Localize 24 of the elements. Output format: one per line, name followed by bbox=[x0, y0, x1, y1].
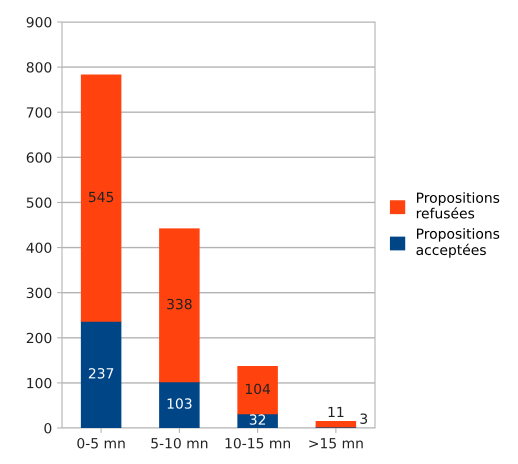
y-tick-label: 500 bbox=[26, 197, 52, 208]
data-label: 3 bbox=[360, 413, 368, 424]
data-label: 11 bbox=[328, 406, 344, 417]
y-tick-label: 800 bbox=[26, 62, 52, 73]
y-tick-label: 300 bbox=[26, 288, 52, 298]
y-tick-label: 100 bbox=[27, 378, 52, 388]
data-label: 104 bbox=[246, 384, 270, 394]
legend-label: Propositions acceptées bbox=[416, 228, 500, 258]
data-label: 338 bbox=[167, 298, 192, 310]
x-tick-label: 0-5 mn bbox=[77, 438, 125, 448]
y-tick-label: 700 bbox=[26, 107, 52, 118]
x-tick-label: 5-10 mn bbox=[151, 438, 208, 448]
data-label: 103 bbox=[168, 398, 192, 409]
data-label: 545 bbox=[88, 192, 114, 202]
y-tick-label: 400 bbox=[26, 242, 52, 254]
y-tick-label: 200 bbox=[26, 332, 52, 344]
y-tick-label: 0 bbox=[44, 422, 52, 434]
x-tick-label: >15 mn bbox=[309, 438, 363, 448]
x-tick-label: 10-15 mn bbox=[226, 438, 290, 448]
data-label: 237 bbox=[88, 368, 114, 379]
y-tick-label: 600 bbox=[26, 152, 52, 163]
y-tick-label: 900 bbox=[26, 16, 52, 28]
legend-label: Propositions refusées bbox=[416, 192, 500, 219]
data-label: 32 bbox=[250, 414, 266, 425]
